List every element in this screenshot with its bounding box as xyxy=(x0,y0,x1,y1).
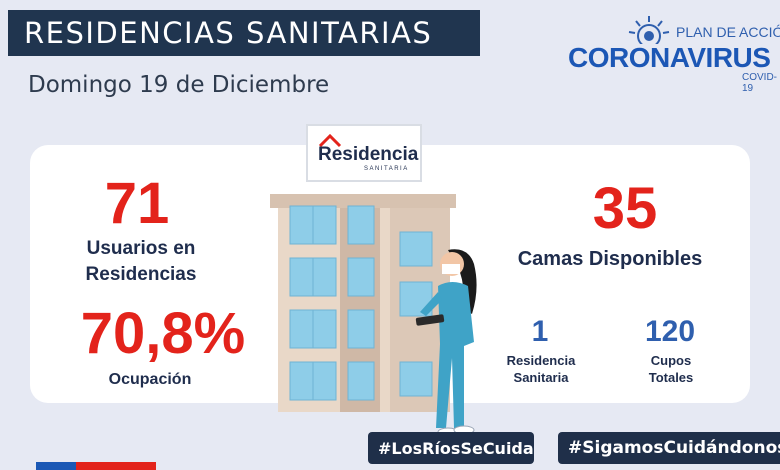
cupos-value: 120 xyxy=(644,315,696,348)
residencias-label-line1: Residencia xyxy=(506,353,576,368)
cupos-label-line1: Cupos xyxy=(650,353,692,368)
cupos-label: Cupos Totales xyxy=(626,352,716,386)
flag-stripe xyxy=(36,462,156,470)
page-title: RESIDENCIAS SANITARIAS xyxy=(24,16,433,50)
usuarios-label-line1: Usuarios en xyxy=(86,238,196,259)
residencias-value: 1 xyxy=(531,315,549,348)
flag-red-segment xyxy=(76,462,156,470)
plan-text: PLAN DE ACCIÓN xyxy=(676,24,780,40)
camas-value: 35 xyxy=(592,176,658,241)
title-banner: RESIDENCIAS SANITARIAS xyxy=(8,10,480,56)
flag-blue-segment xyxy=(36,462,76,470)
camas-label: Camas Disponibles xyxy=(517,248,703,270)
government-seal-icon xyxy=(628,16,670,44)
covid-text: COVID-19 xyxy=(742,72,777,94)
residencias-label-line2: Sanitaria xyxy=(513,370,569,385)
sign-name: Residencia xyxy=(318,144,419,165)
house-roof-icon xyxy=(318,133,342,148)
ocupacion-label: Ocupación xyxy=(108,371,192,388)
date-text: Domingo 19 de Diciembre xyxy=(28,72,330,98)
usuarios-value: 71 xyxy=(104,171,170,236)
ocupacion-value: 70,8% xyxy=(80,301,246,366)
usuarios-label-line2: Residencias xyxy=(85,264,197,285)
hashtag-sigamos: #SigamosCuidándonos xyxy=(558,432,780,464)
coronavirus-logo: PLAN DE ACCIÓN CORONAVIRUS COVID-19 xyxy=(566,12,780,94)
health-worker-illustration xyxy=(415,249,477,437)
hashtag-los-rios: #LosRíosSeCuida xyxy=(368,432,534,464)
residencias-label: Residencia Sanitaria xyxy=(496,352,586,386)
residencia-sign: Residencia SANITARIA xyxy=(306,124,422,182)
cupos-label-line2: Totales xyxy=(648,370,694,385)
sign-sub: SANITARIA xyxy=(364,166,409,172)
brand-text: CORONAVIRUS xyxy=(568,42,771,73)
usuarios-label: Usuarios en Residencias xyxy=(66,236,216,288)
